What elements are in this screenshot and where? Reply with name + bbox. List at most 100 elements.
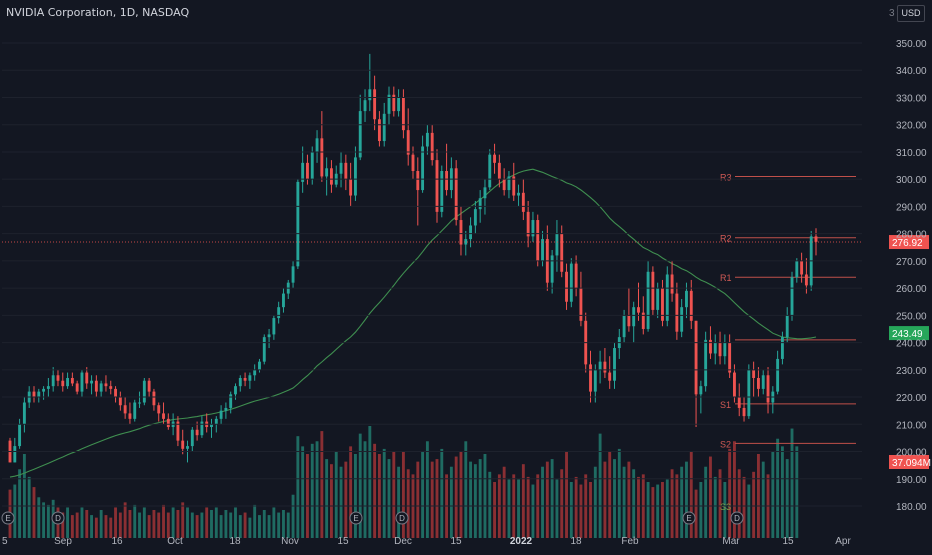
candle-body (613, 348, 616, 381)
currency-button[interactable]: USD (897, 5, 925, 22)
volume-bar (521, 464, 525, 538)
candle-body (728, 342, 732, 373)
candle-body (680, 307, 684, 332)
volume-bar (526, 476, 530, 538)
volume-bar (790, 428, 794, 538)
candle-body (608, 372, 612, 381)
candle-body (593, 369, 597, 392)
volume-bar (22, 454, 26, 538)
volume-bar (651, 487, 655, 538)
candle-body (99, 383, 103, 392)
volume-bar (756, 454, 760, 538)
candle-body (70, 377, 74, 384)
candle-body (210, 424, 213, 428)
volume-bar (488, 471, 492, 538)
candle-body (262, 337, 266, 362)
candle-body (589, 364, 592, 392)
volume-bar (416, 461, 420, 538)
candle-body (752, 369, 756, 378)
candle-body (632, 307, 636, 327)
volume-bar (353, 454, 357, 538)
volume-bar (358, 433, 362, 538)
volume-bar (670, 469, 674, 538)
candle-body (32, 391, 36, 398)
volume-bar (162, 504, 165, 538)
candle-body (598, 361, 602, 370)
candle-body (478, 198, 482, 210)
earnings-marker (1, 511, 15, 525)
candle-body (733, 372, 736, 398)
time-tick-label: 18 (570, 536, 582, 547)
candle-body (397, 97, 401, 112)
volume-bar (598, 433, 602, 538)
candle-body (277, 307, 281, 319)
volume-bar (190, 512, 194, 538)
candle-body (560, 233, 564, 272)
volume-bar (315, 441, 319, 538)
volume-bar (32, 487, 36, 538)
candle-body (166, 418, 170, 428)
volume-bar (464, 441, 468, 538)
candle-body (454, 168, 458, 221)
candle-body (80, 372, 84, 392)
time-tick-label: 15 (337, 536, 349, 547)
volume-bar (368, 426, 372, 538)
candle-body (603, 361, 607, 373)
volume-bar (541, 466, 544, 538)
candle-body (142, 380, 146, 403)
volume-bar (99, 510, 103, 538)
candle-body (219, 410, 223, 419)
volume-bar (27, 476, 31, 538)
candle-body (756, 377, 760, 389)
candle-body (665, 274, 669, 321)
candle-body (138, 402, 141, 404)
candle-body (373, 89, 377, 120)
event-marker-glyph: D (399, 514, 405, 523)
candle-body (258, 361, 261, 370)
candle-body (411, 154, 415, 172)
volume-bar (550, 459, 554, 538)
candle-body (685, 290, 688, 308)
candle-body (709, 339, 712, 354)
volume-bar (478, 459, 482, 538)
price-tick-label: 310.00 (896, 148, 927, 159)
volume-bar (176, 510, 180, 538)
candle-body (56, 375, 60, 381)
pivot-label: S1 (720, 400, 731, 410)
volume-bar (90, 515, 93, 538)
candle-body (22, 402, 26, 425)
volume-bar (656, 484, 660, 538)
candle-body (238, 377, 242, 387)
volume-bar (13, 484, 17, 538)
last-price-label-bg (889, 235, 929, 250)
price-axis[interactable]: 180.00 190.00 200.00 210.00 220.00 230.00 240.… (2, 39, 927, 513)
candle-body (785, 315, 789, 338)
volume-bar (382, 448, 386, 538)
candle-body (445, 171, 449, 191)
volume-bar (795, 446, 799, 538)
candle-body (61, 380, 65, 387)
candle-body (713, 342, 717, 354)
candle-body (541, 239, 544, 261)
time-tick-label: 5 (2, 536, 8, 547)
volume-bar (483, 454, 487, 538)
candle-body (104, 383, 108, 387)
candle-body (214, 418, 218, 425)
candle-body (550, 255, 554, 283)
volume-bar (449, 466, 453, 538)
volume-bar (219, 515, 223, 538)
volume-bar (166, 512, 170, 538)
last-price-line: 276.92 243.49 37.094M (2, 235, 931, 469)
candle-body (200, 421, 204, 436)
candle-body (306, 162, 309, 180)
event-marker-glyph: E (686, 514, 691, 523)
candle-body (358, 111, 362, 158)
volume-bar (94, 517, 98, 538)
time-axis[interactable]: 5 Sep 16 Oct 18 Nov 15 Dec 15 2022 18 Feb Mar 15 Apr (2, 536, 851, 547)
volume-bar (627, 461, 631, 538)
volume-value-label-bg (889, 455, 929, 469)
time-tick-label: Sep (54, 536, 72, 547)
volume-bar (440, 448, 444, 538)
